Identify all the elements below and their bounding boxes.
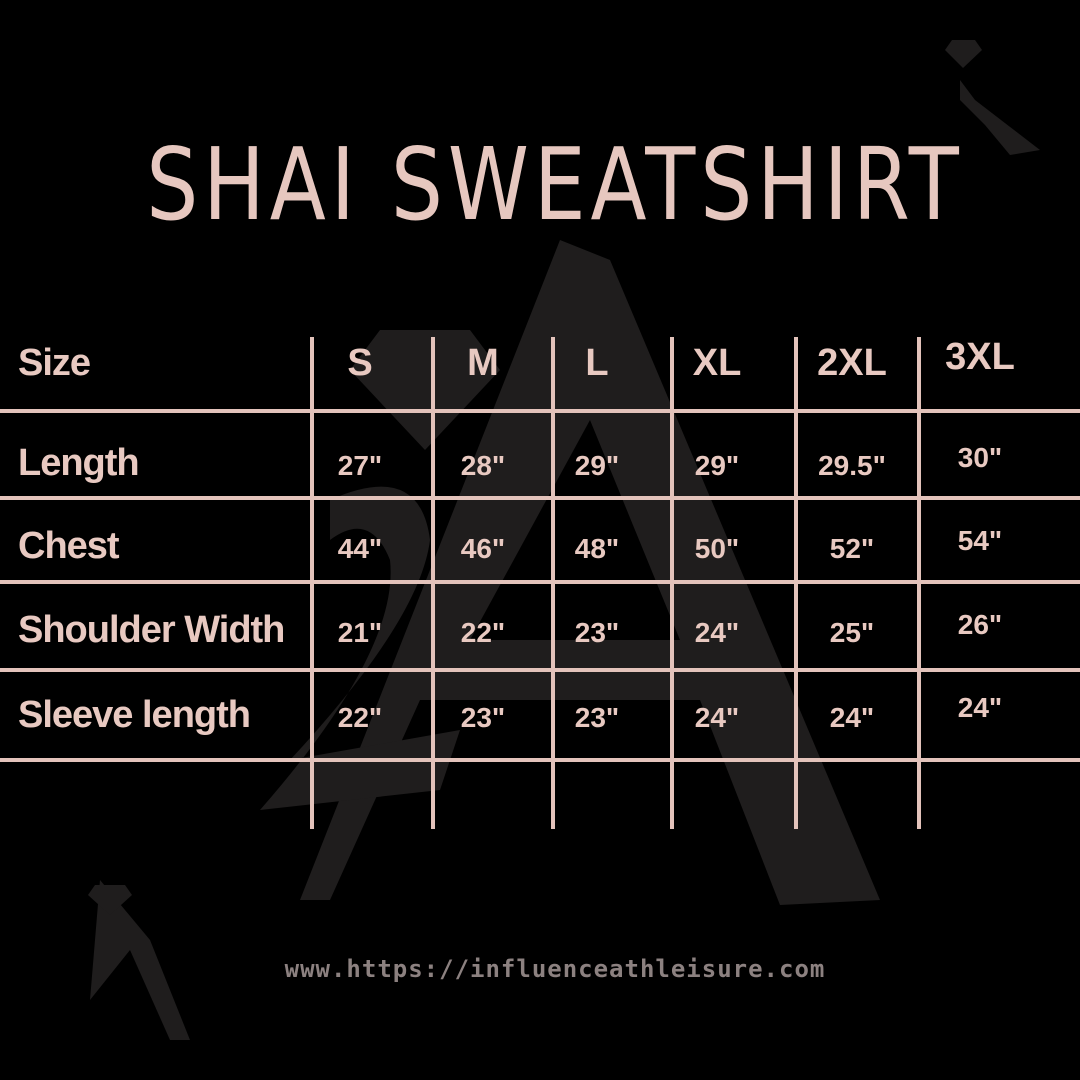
size-header-xl: XL bbox=[692, 342, 742, 384]
table-cell: 22" bbox=[337, 702, 383, 733]
column-divider bbox=[670, 337, 674, 829]
row-label: Sleeve length bbox=[18, 694, 251, 736]
table-cell: 44" bbox=[337, 533, 383, 564]
column-divider bbox=[310, 337, 314, 829]
table-cell: 48" bbox=[574, 533, 620, 564]
table-cell: 28" bbox=[460, 450, 506, 481]
table-cell: 23" bbox=[574, 702, 620, 733]
table-cell: 27" bbox=[337, 450, 383, 481]
row-divider bbox=[0, 580, 1080, 584]
table-cell: 29" bbox=[694, 450, 740, 481]
table-cell: 25" bbox=[829, 617, 875, 648]
table-cell: 26" bbox=[957, 609, 1003, 640]
table-cell: 24" bbox=[829, 702, 875, 733]
table-cell: 29.5" bbox=[818, 450, 886, 481]
row-label: Chest bbox=[18, 525, 120, 567]
size-header-s: S bbox=[347, 342, 373, 384]
row-label: Shoulder Width bbox=[18, 609, 285, 651]
table-cell: 46" bbox=[460, 533, 506, 564]
row-label: Length bbox=[18, 442, 140, 484]
column-divider bbox=[917, 337, 921, 829]
table-cell: 52" bbox=[829, 533, 875, 564]
column-divider bbox=[431, 337, 435, 829]
page-title: SHAI SWEATSHIRT bbox=[146, 126, 964, 243]
column-divider bbox=[551, 337, 555, 829]
table-cell: 24" bbox=[694, 702, 740, 733]
table-cell: 29" bbox=[574, 450, 620, 481]
table-cell: 50" bbox=[694, 533, 740, 564]
row-divider bbox=[0, 496, 1080, 500]
table-cell: 23" bbox=[460, 702, 506, 733]
table-cell: 30" bbox=[957, 442, 1003, 473]
table-cell: 21" bbox=[337, 617, 383, 648]
size-header-l: L bbox=[585, 342, 609, 384]
table-cell: 24" bbox=[694, 617, 740, 648]
table-cell: 24" bbox=[957, 692, 1003, 723]
footer-url[interactable]: www.https://influenceathleisure.com bbox=[284, 955, 826, 983]
row-divider bbox=[0, 409, 1080, 413]
column-divider bbox=[794, 337, 798, 829]
table-cell: 23" bbox=[574, 617, 620, 648]
row-divider bbox=[0, 758, 1080, 762]
size-header-2xl: 2XL bbox=[817, 342, 887, 384]
size-header-m: M bbox=[467, 342, 499, 384]
table-cell: 22" bbox=[460, 617, 506, 648]
row-divider bbox=[0, 668, 1080, 672]
size-header-label: Size bbox=[18, 342, 91, 384]
table-cell: 54" bbox=[957, 525, 1003, 556]
size-header-3xl: 3XL bbox=[945, 336, 1015, 378]
